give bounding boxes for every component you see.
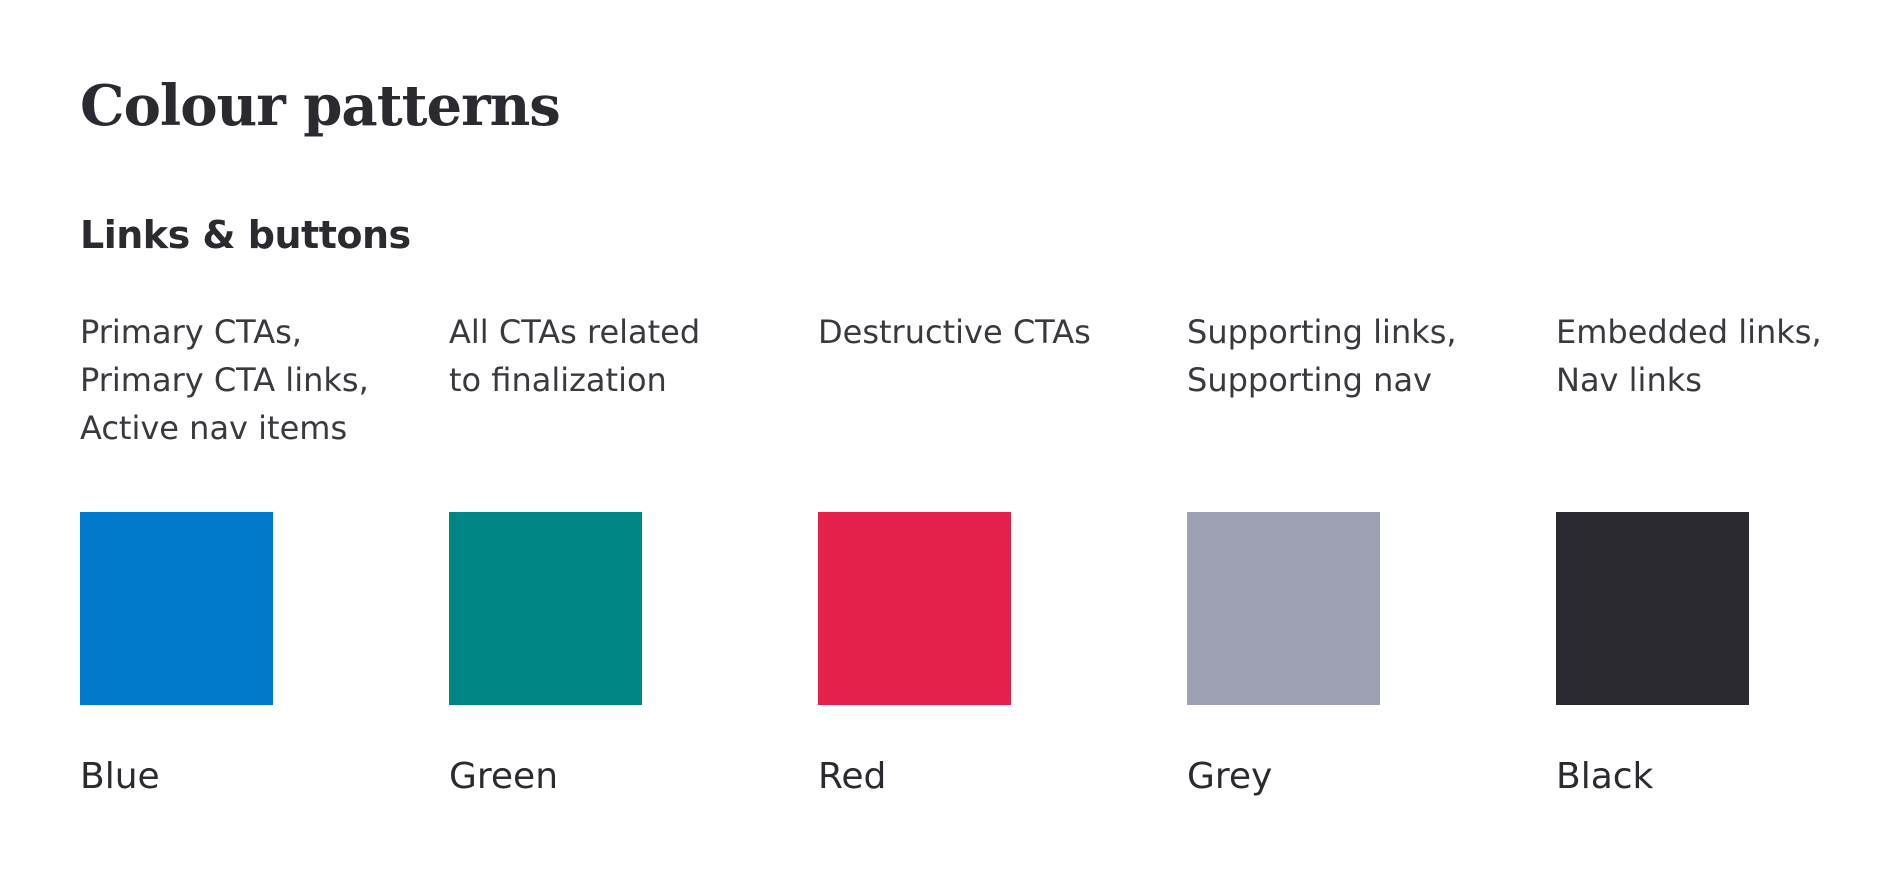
swatch-name: Black — [1556, 756, 1654, 797]
swatch-card-green: All CTAs related to finalization Green — [449, 308, 818, 808]
swatch-description: Embedded links, Nav links — [1556, 313, 1822, 399]
swatch-description: Destructive CTAs — [818, 313, 1091, 351]
swatch-card-red: Destructive CTAs Red — [818, 308, 1187, 808]
swatch-name: Blue — [80, 756, 160, 797]
color-swatch-green — [449, 512, 642, 705]
color-swatch-blue — [80, 512, 273, 705]
swatch-grid: Primary CTAs, Primary CTA links, Active … — [80, 308, 1888, 808]
swatch-description: Primary CTAs, Primary CTA links, Active … — [80, 313, 369, 447]
swatch-name: Red — [818, 756, 887, 797]
swatch-card-grey: Supporting links, Supporting nav Grey — [1187, 308, 1556, 808]
swatch-description: All CTAs related to finalization — [449, 313, 701, 399]
section-title-links-buttons: Links & buttons — [80, 213, 411, 257]
color-swatch-black — [1556, 512, 1749, 705]
color-swatch-grey — [1187, 512, 1380, 705]
swatch-name: Grey — [1187, 756, 1273, 797]
swatch-description: Supporting links, Supporting nav — [1187, 313, 1457, 399]
page-title: Colour patterns — [80, 73, 561, 139]
swatch-name: Green — [449, 756, 559, 797]
color-swatch-red — [818, 512, 1011, 705]
swatch-card-blue: Primary CTAs, Primary CTA links, Active … — [80, 308, 449, 808]
swatch-card-black: Embedded links, Nav links Black — [1556, 308, 1888, 808]
